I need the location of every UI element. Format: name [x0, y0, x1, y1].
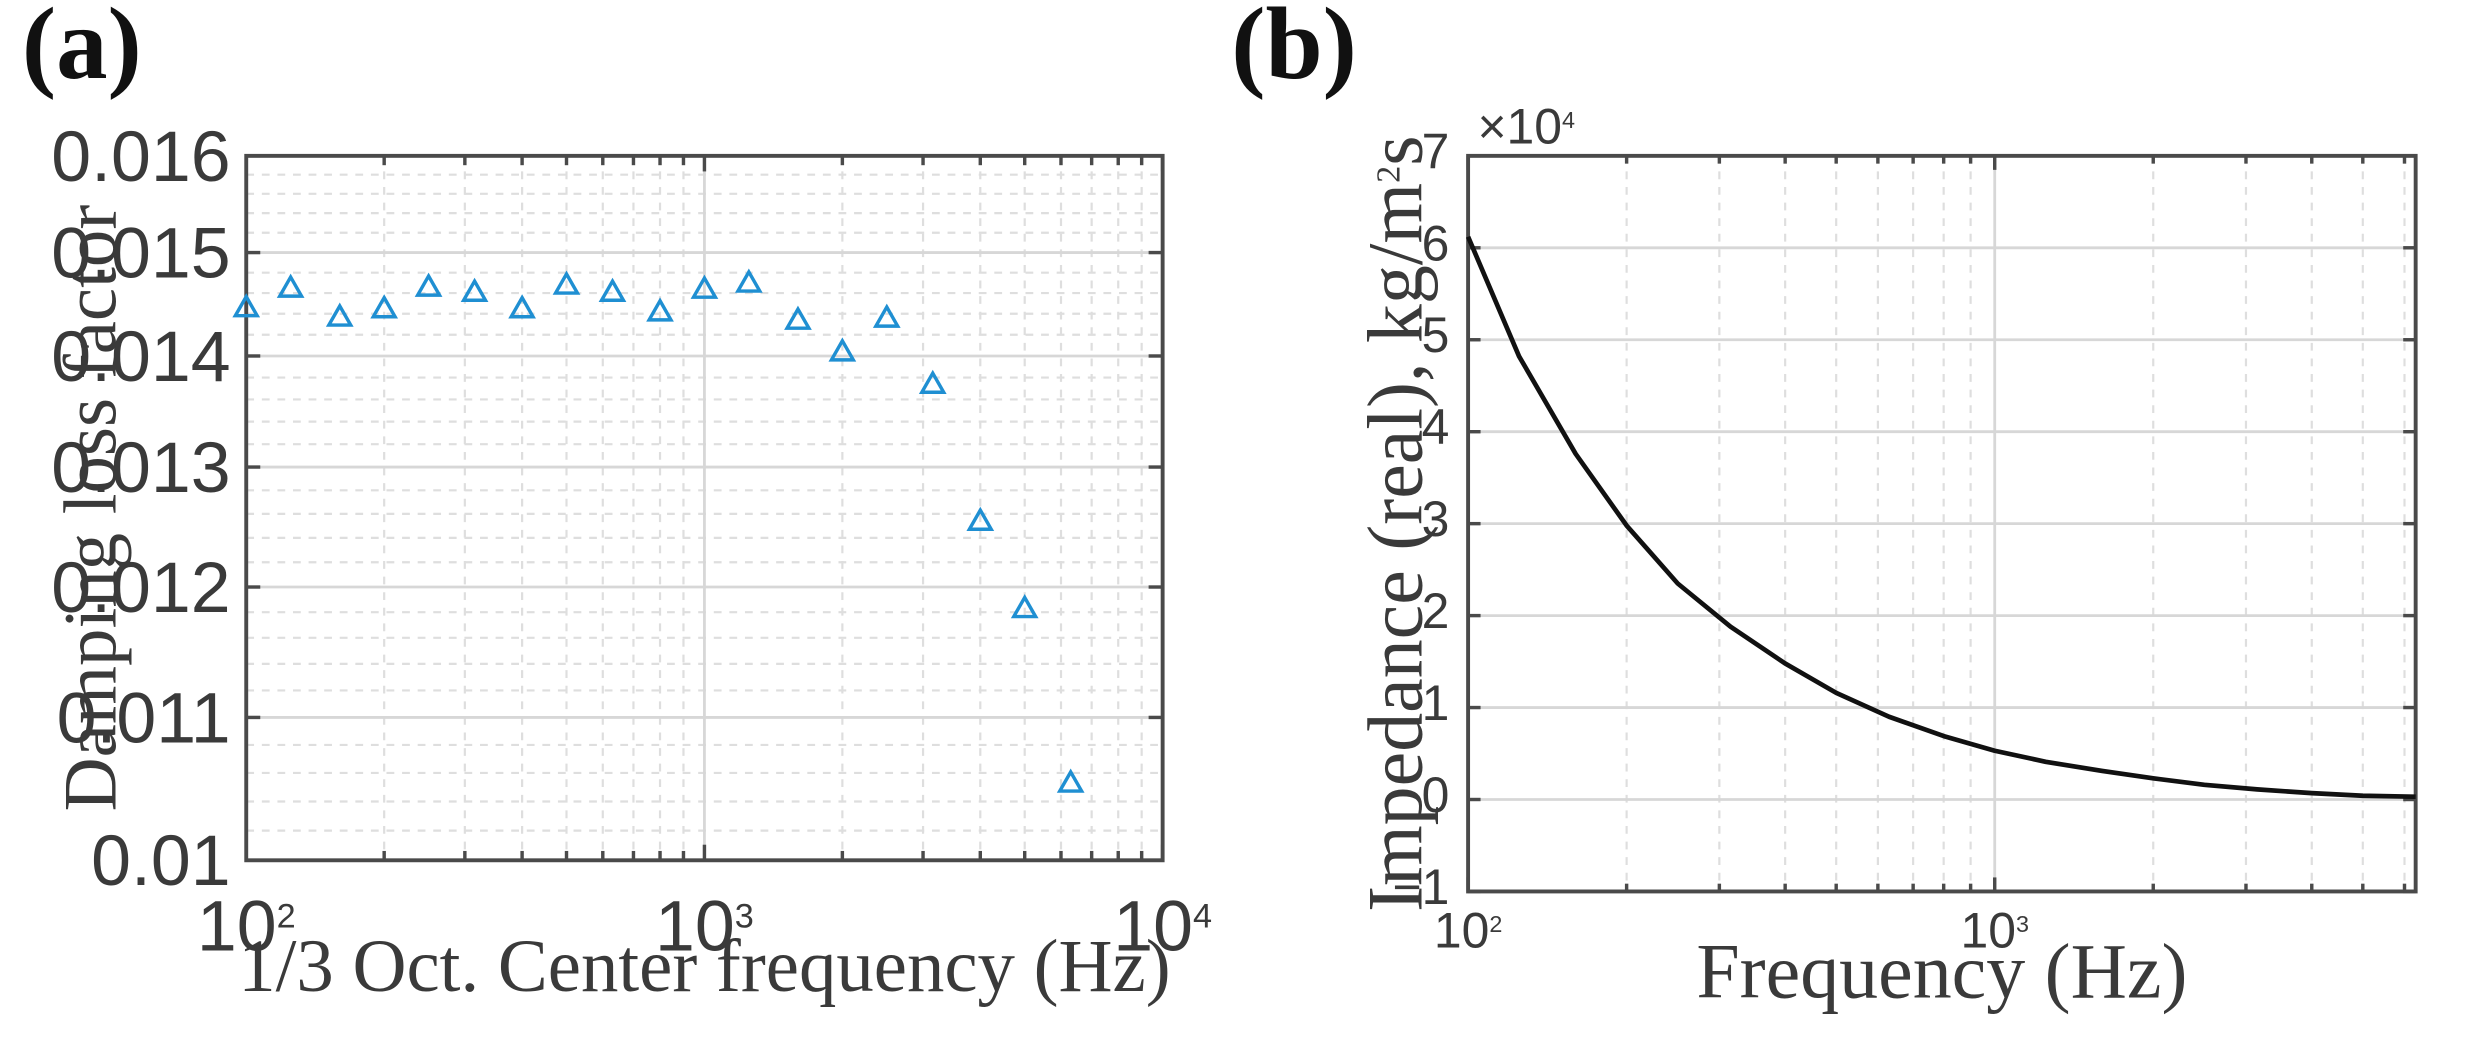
panel-a-x-tick-exponent: 3	[735, 897, 754, 935]
panel-b-y-tick-label: 7	[1422, 123, 1450, 179]
panel-a-y-tick-label: 0.01	[91, 821, 231, 901]
panel-a-x-tick-label: 104	[1113, 887, 1212, 967]
panel-a-label: (a)	[22, 0, 142, 101]
panel-a-data-point	[734, 268, 763, 293]
panel-a-x-tick-label: 102	[197, 887, 296, 967]
panel-a-data-point	[966, 506, 995, 531]
panel-a-data-point	[552, 270, 581, 295]
panel-b-impedance-line	[1465, 235, 2416, 800]
panel-a-axes-frame	[244, 153, 1165, 863]
panel-a-grid	[244, 154, 1165, 862]
panel-b-x-tick-labels: 102 103	[1434, 903, 2029, 959]
panel-b-y-multiplier-exponent: 4	[1562, 107, 1575, 133]
panel-a-data-point	[918, 369, 947, 394]
panel-b-y-multiplier: ×104	[1477, 98, 1575, 154]
panel-b-label: (b)	[1231, 0, 1357, 101]
panel-a-data-point	[508, 294, 536, 319]
panel-a-data-point	[325, 302, 354, 327]
panel-a-data-point	[460, 277, 489, 302]
panel-a-data-point	[828, 337, 857, 362]
panel-a-data-point	[872, 303, 901, 328]
panel-b-x-tick-label: 103	[1960, 903, 2028, 959]
panel-a-data-point	[232, 293, 261, 318]
panel-a-y-tick-label: 0.016	[51, 117, 230, 197]
panel-b-x-tick-exponent: 3	[2016, 911, 2029, 937]
panel-b-y-tick-label: 5	[1422, 307, 1450, 363]
panel-a-data-point	[1056, 768, 1085, 793]
panel-a-data-point	[784, 305, 812, 330]
panel-a-y-tick-label: 0.011	[57, 678, 231, 758]
panel-a-x-tick-label: 103	[655, 887, 754, 967]
panel-b-y-axis-label-superscript: 2	[1370, 166, 1408, 183]
panel-b-y-tick-label: 1	[1422, 675, 1450, 731]
panel-a-data-points	[232, 268, 1085, 793]
panel-b-x-tick-base: 10	[1960, 903, 2015, 959]
panel-a-y-tick-label: 0.015	[51, 214, 230, 294]
panel-b-y-tick-label: 0	[1422, 767, 1450, 823]
panel-b-x-axis-label: Frequency (Hz)	[1696, 928, 2187, 1014]
panel-b-y-axis-label: Impedance (real), kg/m2s	[1352, 135, 1438, 911]
panel-b-y-axis-label-unit: s	[1352, 135, 1438, 165]
panel-a-y-tick-label: 0.013	[51, 428, 230, 508]
panel-b-y-tick-label: 4	[1422, 399, 1450, 455]
panel-a-x-tick-exponent: 2	[277, 897, 296, 935]
panel-b-y-tick-label: 6	[1422, 215, 1450, 271]
panel-a-data-point	[414, 272, 443, 297]
panel-a-data-point	[598, 277, 627, 302]
panel-a-data-point	[690, 274, 719, 299]
panel-b-y-tick-label: 3	[1422, 491, 1450, 547]
panel-b-axes-frame	[1466, 153, 2418, 894]
panel-a-x-tick-base: 10	[1113, 887, 1193, 967]
panel-a-data-point	[276, 273, 305, 298]
panel-b-y-tick-label: −1	[1393, 859, 1450, 915]
panel-b-y-tick-label: 2	[1422, 583, 1450, 639]
panel-a-y-tick-labels: 0.01 0.011 0.012 0.013 0.014 0.015 0.016	[51, 117, 230, 901]
panel-a-x-tick-exponent: 4	[1193, 897, 1212, 935]
panel-b-y-multiplier-base: ×10	[1477, 98, 1562, 154]
panel-a-x-tick-base: 10	[197, 887, 277, 967]
panel-b-grid	[1466, 154, 2416, 893]
panel-b-y-axis-label-text: Impedance (real), kg/m	[1352, 183, 1438, 912]
panel-b-x-tick-exponent: 2	[1489, 911, 1502, 937]
panel-a-y-tick-label: 0.012	[51, 548, 230, 628]
panel-a-x-tick-labels: 102 103 104	[197, 887, 1212, 967]
panel-a-y-axis-label: Damping loss factor	[49, 205, 132, 812]
panel-b-x-tick-label: 102	[1434, 903, 1502, 959]
panel-b-y-tick-labels: −1 0 1 2 3 4 5 6 7	[1393, 123, 1450, 915]
panel-a: (a) 0.01 0.011 0.012 0.013 0.014 0.015 0.016 1…	[22, 0, 1212, 1008]
panel-a-data-point	[646, 297, 674, 322]
panel-a-x-tick-base: 10	[655, 887, 735, 967]
panel-a-data-point	[1010, 594, 1039, 619]
panel-a-y-tick-label: 0.014	[51, 317, 230, 397]
panel-a-x-axis-label: 1/3 Oct. Center frequency (Hz)	[238, 925, 1170, 1008]
panel-b-x-tick-base: 10	[1434, 903, 1489, 959]
panel-a-data-point	[370, 294, 399, 319]
